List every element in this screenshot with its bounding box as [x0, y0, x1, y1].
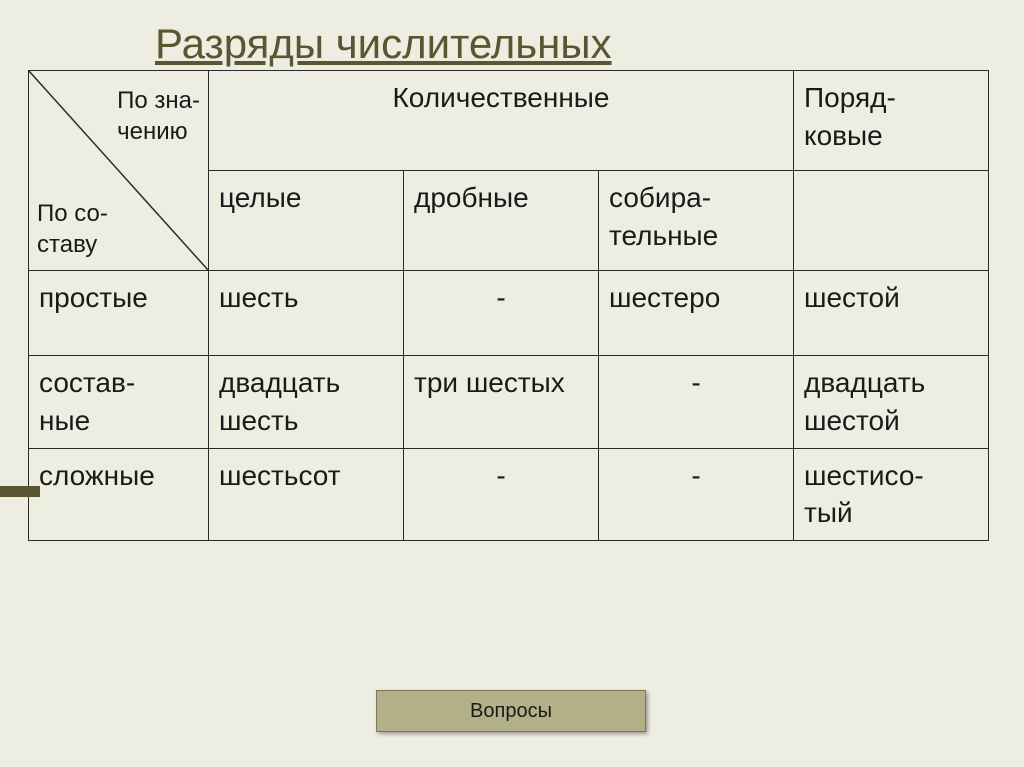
numerals-table-wrap: По зна- чению По со- ставу Количественны…: [28, 70, 1024, 541]
diag-label-meaning: По зна- чению: [117, 85, 200, 147]
questions-button[interactable]: Вопросы: [376, 690, 646, 732]
row-simple-whole: шесть: [209, 271, 404, 356]
row-compound-label: состав- ные: [29, 356, 209, 449]
row-simple-ordinal: шестой: [794, 271, 989, 356]
row-simple-fractional: -: [404, 271, 599, 356]
row-compound-whole: двадцать шесть: [209, 356, 404, 449]
header-ordinal: Поряд- ковые: [794, 71, 989, 171]
header-row-1: По зна- чению По со- ставу Количественны…: [29, 71, 989, 171]
row-simple: простые шесть - шестеро шестой: [29, 271, 989, 356]
row-compound-ordinal: двадцать шестой: [794, 356, 989, 449]
slide-title: Разряды числительных: [0, 20, 1024, 68]
row-complex-fractional: -: [404, 448, 599, 541]
row-complex: сложные шестьсот - - шестисо- тый: [29, 448, 989, 541]
numerals-table: По зна- чению По со- ставу Количественны…: [28, 70, 989, 541]
header-quantitative: Количественные: [209, 71, 794, 171]
questions-button-label: Вопросы: [470, 700, 552, 723]
row-complex-ordinal: шестисо- тый: [794, 448, 989, 541]
row-complex-label: сложные: [29, 448, 209, 541]
row-simple-collective: шестеро: [599, 271, 794, 356]
row-complex-whole: шестьсот: [209, 448, 404, 541]
row-complex-collective: -: [599, 448, 794, 541]
accent-bar: [0, 486, 40, 497]
row-compound: состав- ные двадцать шесть три шестых - …: [29, 356, 989, 449]
diagonal-header-cell: По зна- чению По со- ставу: [29, 71, 209, 271]
row-compound-collective: -: [599, 356, 794, 449]
subheader-ordinal-empty: [794, 171, 989, 271]
subheader-whole: целые: [209, 171, 404, 271]
subheader-collective: собира- тельные: [599, 171, 794, 271]
subheader-fractional: дробные: [404, 171, 599, 271]
row-simple-label: простые: [29, 271, 209, 356]
diag-label-composition: По со- ставу: [37, 198, 108, 260]
row-compound-fractional: три шестых: [404, 356, 599, 449]
